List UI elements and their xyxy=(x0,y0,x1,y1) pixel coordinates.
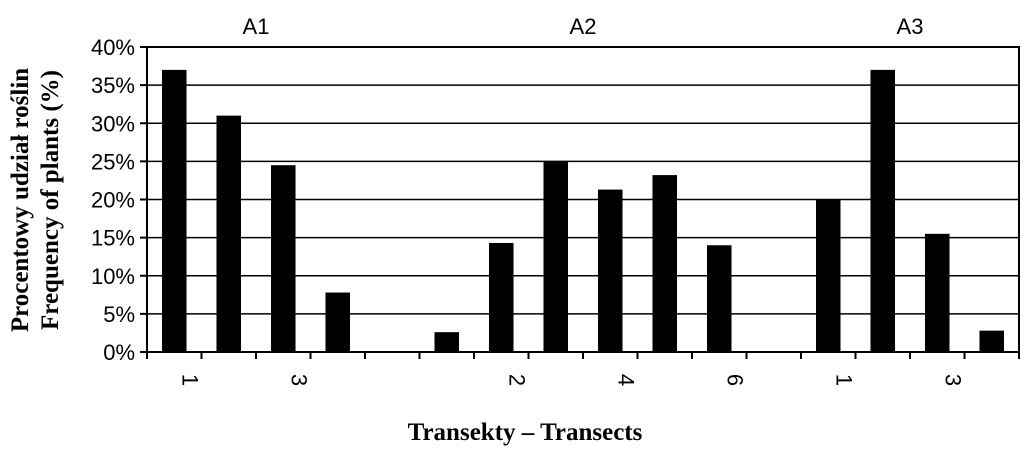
y-tick-label: 5% xyxy=(103,302,135,327)
x-tick-label: 6 xyxy=(722,374,747,386)
bar xyxy=(543,161,569,352)
y-tick-label: 30% xyxy=(91,111,135,136)
group-labels: A1 A2 A3 xyxy=(243,14,924,39)
x-axis-ticks: 1 3 2 4 6 1 3 xyxy=(146,352,1020,386)
bar xyxy=(488,242,514,352)
x-tick-label: 2 xyxy=(504,374,529,386)
x-tick-label: 3 xyxy=(286,374,311,386)
y-tick-label: 25% xyxy=(91,149,135,174)
group-label: A1 xyxy=(243,14,270,39)
y-tick-label: 20% xyxy=(91,188,135,213)
bar xyxy=(161,69,187,352)
x-axis-title: Transekty – Transects xyxy=(408,419,643,446)
bar xyxy=(597,189,623,352)
bar xyxy=(870,69,896,352)
y-axis-title-line-1: Procentowy udział roślin xyxy=(7,68,34,332)
y-axis-ticks: 0% 5% 10% 15% 20% 25% 30% 35% 40% xyxy=(91,35,147,365)
bar xyxy=(652,175,678,352)
bar xyxy=(325,292,351,352)
x-tick-label: 1 xyxy=(177,374,202,386)
bar xyxy=(979,330,1005,352)
y-tick-label: 35% xyxy=(91,73,135,98)
bar xyxy=(270,165,296,352)
bar xyxy=(815,199,841,352)
x-tick-label: 3 xyxy=(940,374,965,386)
group-label: A3 xyxy=(897,14,924,39)
bar xyxy=(924,233,950,352)
x-tick-label: 1 xyxy=(831,374,856,386)
y-tick-label: 15% xyxy=(91,226,135,251)
y-tick-label: 0% xyxy=(103,340,135,365)
y-axis-title-line-2: Frequency of plants (%) xyxy=(37,70,64,330)
bar xyxy=(706,245,732,352)
bars xyxy=(161,69,1005,352)
y-tick-label: 40% xyxy=(91,35,135,60)
bar xyxy=(216,115,242,352)
y-tick-label: 10% xyxy=(91,264,135,289)
x-tick-label: 4 xyxy=(613,374,638,386)
group-label: A2 xyxy=(570,14,597,39)
bar xyxy=(434,332,460,352)
